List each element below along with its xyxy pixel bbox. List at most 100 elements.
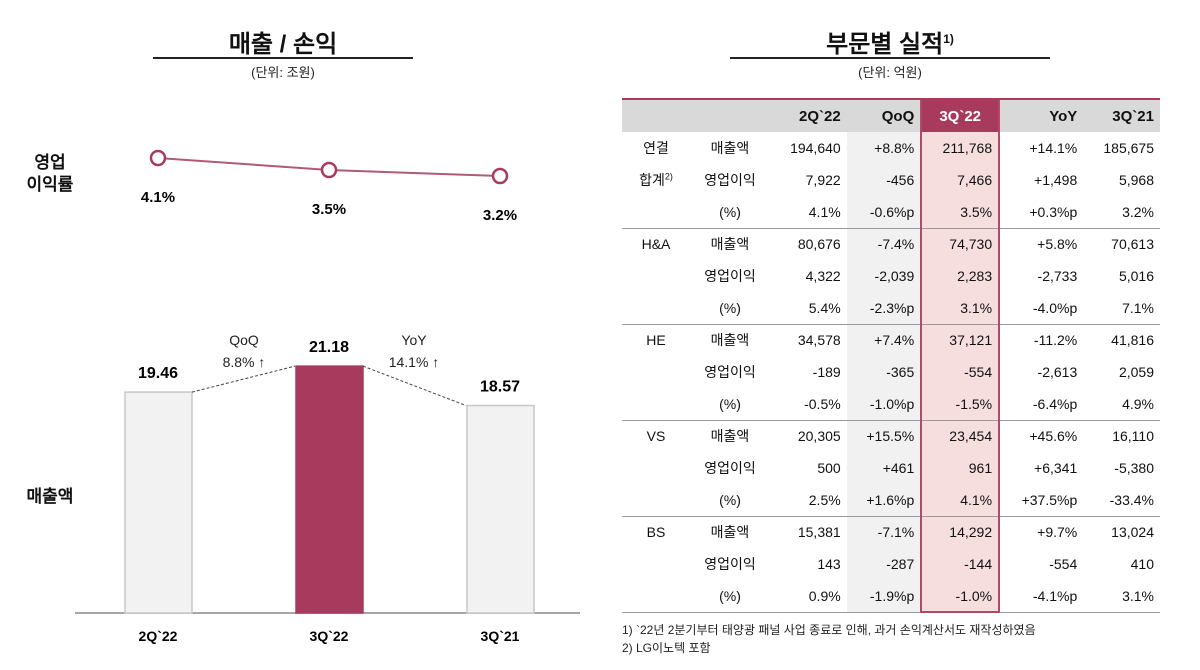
table-cell: 194,640: [790, 140, 841, 156]
table-cell: +461: [846, 452, 922, 484]
table-cell: -365: [846, 356, 922, 388]
right-title-sup: 1): [943, 32, 954, 46]
x-tick-label: 2Q`22: [139, 628, 178, 644]
right-title: 부문별 실적1): [730, 24, 1050, 59]
table-cell: 5.4%: [770, 292, 847, 325]
table-row: (%) 4.1% -0.6%p 3.5% +0.3%p 3.2%: [622, 196, 1160, 229]
metric-label: 영업이익: [704, 556, 756, 572]
table-cell: 37,121: [920, 324, 1001, 356]
segment-name: [622, 452, 690, 484]
x-tick-label: 3Q`22: [310, 628, 349, 644]
metric-label: (%): [690, 484, 770, 517]
table-cell: +45.6%: [1029, 428, 1078, 445]
table-cell: +8.8%: [846, 132, 922, 164]
metric-label: 매출액: [710, 332, 750, 349]
segment-label: 연결: [643, 140, 669, 156]
table-cell: 3.1%: [1083, 580, 1160, 613]
right-title-rule: [730, 57, 1050, 59]
segment-name: BS: [622, 516, 690, 548]
metric-label: (%): [690, 292, 770, 325]
table-cell: 3.2%: [1083, 196, 1160, 229]
table-cell: 5,016: [1118, 268, 1154, 284]
table-cell: -1.9%p: [846, 580, 922, 613]
change-annotation-value: 8.8% ↑: [223, 354, 266, 370]
table-cell: +37.5%p: [999, 484, 1084, 517]
left-unit: (단위: 조원): [251, 65, 315, 80]
table-cell: 185,675: [1103, 140, 1154, 156]
table-cell: -11.2%: [1033, 332, 1078, 349]
table-cell: -554: [920, 356, 1001, 388]
table-row: 영업이익 -189 -365 -554 -2,613 2,059: [622, 356, 1160, 388]
table-cell: 410: [1130, 556, 1154, 572]
table-cell: -7.4%: [846, 228, 922, 260]
column-header: 2Q`22: [770, 100, 847, 132]
metric-label: 매출액: [710, 428, 750, 445]
column-header: [690, 100, 770, 132]
table-cell: +15.5%: [846, 420, 922, 452]
table-cell: 4.1%: [920, 484, 1001, 517]
bar-value-label: 19.46: [138, 365, 178, 382]
table-cell: 0.9%: [770, 580, 847, 613]
right-unit: (단위: 억원): [858, 65, 922, 80]
table-cell: +5.8%: [1037, 236, 1078, 253]
table-cell: 23,454: [920, 420, 1001, 452]
metric-label: 매출액: [710, 236, 750, 253]
sales-label: 매출액: [26, 487, 74, 506]
segment-name: [622, 260, 690, 292]
segment-label: VS: [646, 428, 666, 445]
column-header: 3Q`22: [920, 100, 1001, 132]
metric-label: 영업이익: [704, 364, 756, 380]
table-row: 영업이익 4,322 -2,039 2,283 -2,733 5,016: [622, 260, 1160, 292]
table-cell: +14.1%: [1029, 140, 1078, 156]
table-cell: 13,024: [1111, 524, 1154, 541]
table-cell: 7,922: [805, 172, 841, 188]
table-row: H&A 매출액 80,676 -7.4% 74,730 +5.8% 70,613: [622, 228, 1160, 260]
table-cell: 3.1%: [920, 292, 1001, 325]
table-cell: +7.4%: [846, 324, 922, 356]
metric-label: 영업이익: [704, 268, 756, 284]
table-cell: 41,816: [1111, 332, 1154, 349]
table-row: HE 매출액 34,578 +7.4% 37,121 -11.2% 41,816: [622, 324, 1160, 356]
left-title-rule: [153, 57, 413, 59]
table-cell: -287: [846, 548, 922, 580]
bar-value-label: 21.18: [309, 339, 349, 356]
sales-bar: [295, 365, 364, 614]
table-cell: -144: [920, 548, 1001, 580]
table-cell: 961: [920, 452, 1001, 484]
margin-point: [149, 149, 167, 167]
segment-name: 연결: [622, 132, 690, 164]
change-annotation-label: YoY: [401, 332, 427, 348]
segment-name: [622, 388, 690, 421]
table-cell: +0.3%p: [999, 196, 1084, 229]
segment-name: HE: [622, 324, 690, 356]
segment-name: H&A: [622, 228, 690, 260]
margin-label: 3.5%: [312, 201, 346, 218]
bar-value-label: 18.57: [480, 379, 520, 396]
column-header: [622, 100, 690, 132]
table-cell: -0.6%p: [846, 196, 922, 229]
segment-name: VS: [622, 420, 690, 452]
qoq-connector: [191, 365, 296, 393]
table-row: BS 매출액 15,381 -7.1% 14,292 +9.7% 13,024: [622, 516, 1160, 548]
table-cell: 20,305: [797, 428, 841, 445]
segment-name: [622, 580, 690, 613]
table-cell: 2.5%: [770, 484, 847, 517]
table-row: (%) 0.9% -1.9%p -1.0% -4.1%p 3.1%: [622, 580, 1160, 613]
table-cell: 2,059: [1118, 364, 1154, 380]
table-cell: 34,578: [797, 332, 841, 349]
table-cell: -1.0%: [920, 580, 1001, 613]
table-cell: -2,733: [1037, 268, 1078, 284]
table-cell: +6,341: [1034, 460, 1078, 476]
right-title-text: 부문별 실적: [826, 31, 944, 58]
column-header: YoY: [999, 100, 1084, 132]
table-cell: 211,768: [920, 132, 1001, 164]
metric-label: 매출액: [710, 524, 750, 541]
table-cell: 4.9%: [1083, 388, 1160, 421]
table-cell: 5,968: [1118, 172, 1154, 188]
sales-profit-chart: 4.1% 3.5% 3.2% 19.46 2Q`22 21.18 3Q`22 18.57 3Q`…: [75, 149, 580, 644]
table-cell: 14,292: [920, 516, 1001, 548]
segment-name: [622, 356, 690, 388]
footnote-2: 2) LG이노텍 포함: [622, 641, 711, 655]
segment-label: H&A: [641, 236, 671, 253]
table-cell: 2,283: [920, 260, 1001, 292]
